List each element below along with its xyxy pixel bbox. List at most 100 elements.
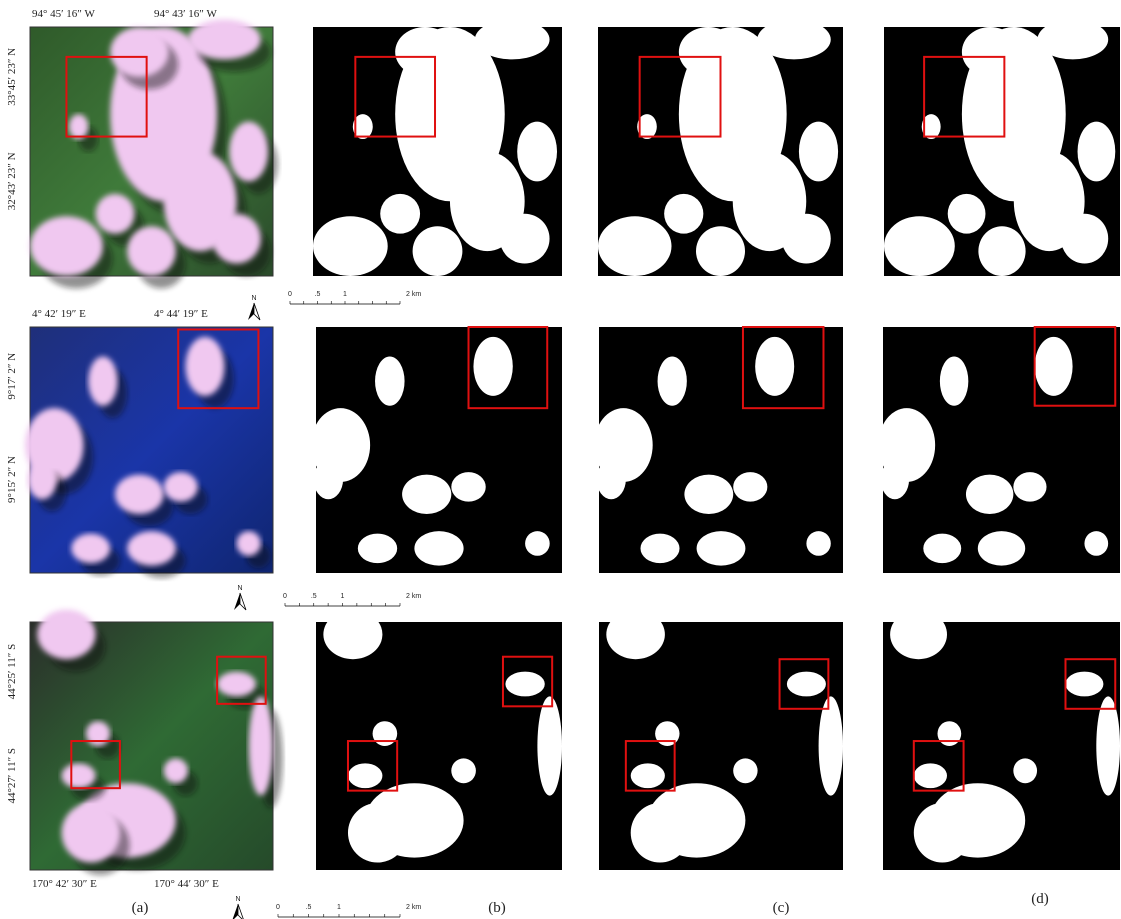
satellite-image	[25, 327, 273, 578]
north-arrow	[254, 303, 260, 320]
latitude-label: 44°25′ 11″ S	[6, 644, 18, 700]
cloud	[164, 758, 188, 783]
cloud-region	[733, 758, 757, 783]
north-arrow	[238, 904, 244, 919]
longitude-label: 94° 45′ 16″ W	[32, 8, 95, 20]
latitude-label: 9°15′ 2″ N	[6, 456, 18, 503]
cloud-region	[395, 27, 455, 77]
cloud-region	[806, 531, 830, 556]
cloud-region	[348, 803, 407, 863]
longitude-label: 94° 43′ 16″ W	[154, 8, 217, 20]
cloud-region	[451, 472, 485, 502]
cloud-region	[413, 226, 463, 276]
scale-label: .5	[315, 291, 321, 298]
cloud-region	[475, 20, 550, 60]
cloud-mask	[316, 610, 562, 870]
longitude-label: 170° 44′ 30″ E	[154, 878, 219, 890]
scale-label: 0	[276, 904, 280, 911]
cloud-region	[787, 672, 826, 697]
latitude-label: 44°27′ 11″ S	[6, 748, 18, 804]
cloud-region	[1078, 122, 1116, 182]
cloud-region	[978, 531, 1025, 565]
cloud-region	[323, 610, 382, 660]
cloud-region	[631, 803, 690, 863]
scale-label: 2 km	[406, 593, 421, 600]
cloud-mask	[599, 610, 843, 870]
latitude-label: 9°17′ 2″ N	[6, 353, 18, 400]
longitude-label: 4° 44′ 19″ E	[154, 308, 208, 320]
cloud-region	[1061, 214, 1108, 264]
north-arrow	[234, 593, 240, 610]
scale-label: 2 km	[406, 904, 421, 911]
panel-label: (a)	[132, 900, 149, 916]
cloud-region	[938, 721, 962, 746]
cloud-region	[819, 696, 843, 795]
cloud	[88, 357, 117, 406]
cloud-region	[537, 696, 562, 795]
cloud-region	[597, 460, 626, 499]
cloud	[69, 114, 88, 139]
cloud-region	[1037, 20, 1108, 60]
cloud-region	[881, 460, 909, 499]
cloud-region	[348, 763, 382, 788]
cloud	[30, 216, 103, 276]
cloud	[212, 214, 261, 264]
cloud	[186, 337, 225, 396]
cloud-region	[684, 475, 733, 514]
cloud	[96, 194, 135, 234]
longitude-label: 4° 42′ 19″ E	[32, 308, 86, 320]
cloud-region	[313, 216, 388, 276]
panel-label: (b)	[488, 900, 506, 916]
cloud	[164, 472, 198, 502]
cloud-region	[696, 226, 745, 276]
cloud-region	[655, 721, 679, 746]
cloud	[249, 696, 273, 795]
cloud-region	[414, 531, 463, 565]
latitude-label: 32°43′ 23″ N	[6, 152, 18, 210]
scale-label: 1	[337, 904, 341, 911]
scale-label: 1	[343, 291, 347, 298]
cloud-region	[402, 475, 451, 514]
cloud	[62, 803, 120, 863]
scale-label: 0	[283, 593, 287, 600]
cloud-region	[640, 534, 679, 564]
satellite-image	[30, 20, 278, 289]
cloud-region	[517, 122, 557, 182]
cloud	[110, 27, 168, 77]
cloud-region	[1035, 337, 1073, 396]
cloud-region	[948, 194, 986, 234]
cloud-region	[358, 534, 397, 564]
cloud-region	[1065, 672, 1103, 697]
cloud-region	[525, 531, 550, 556]
scale-label: .5	[311, 593, 317, 600]
figure: 94° 45′ 16″ W33°45′ 23″ N94° 43′ 16″ W32…	[0, 0, 1121, 919]
satellite-image	[30, 610, 283, 875]
cloud-region	[451, 758, 476, 783]
cloud	[86, 721, 110, 746]
cloud-region	[757, 20, 831, 60]
cloud-mask	[884, 20, 1120, 276]
cloud-mask	[313, 20, 562, 276]
cloud	[237, 531, 261, 556]
cloud-region	[890, 610, 947, 660]
cloud-region	[697, 531, 746, 565]
cloud-region	[505, 672, 544, 697]
cloud-region	[373, 721, 398, 746]
cloud-region	[1084, 531, 1108, 556]
panel-label: (d)	[1031, 891, 1049, 907]
longitude-label: 170° 42′ 30″ E	[32, 878, 97, 890]
cloud-region	[1013, 472, 1046, 502]
cloud	[127, 226, 176, 276]
cloud	[115, 475, 164, 514]
cloud-region	[598, 216, 672, 276]
cloud-region	[500, 214, 550, 264]
north-arrow	[232, 904, 238, 919]
north-label: N	[251, 295, 256, 302]
scale-label: .5	[306, 904, 312, 911]
cloud-region	[923, 534, 961, 564]
cloud	[217, 672, 256, 697]
cloud-region	[314, 460, 344, 499]
north-label: N	[235, 896, 240, 903]
cloud-region	[755, 337, 794, 396]
cloud	[229, 122, 268, 182]
